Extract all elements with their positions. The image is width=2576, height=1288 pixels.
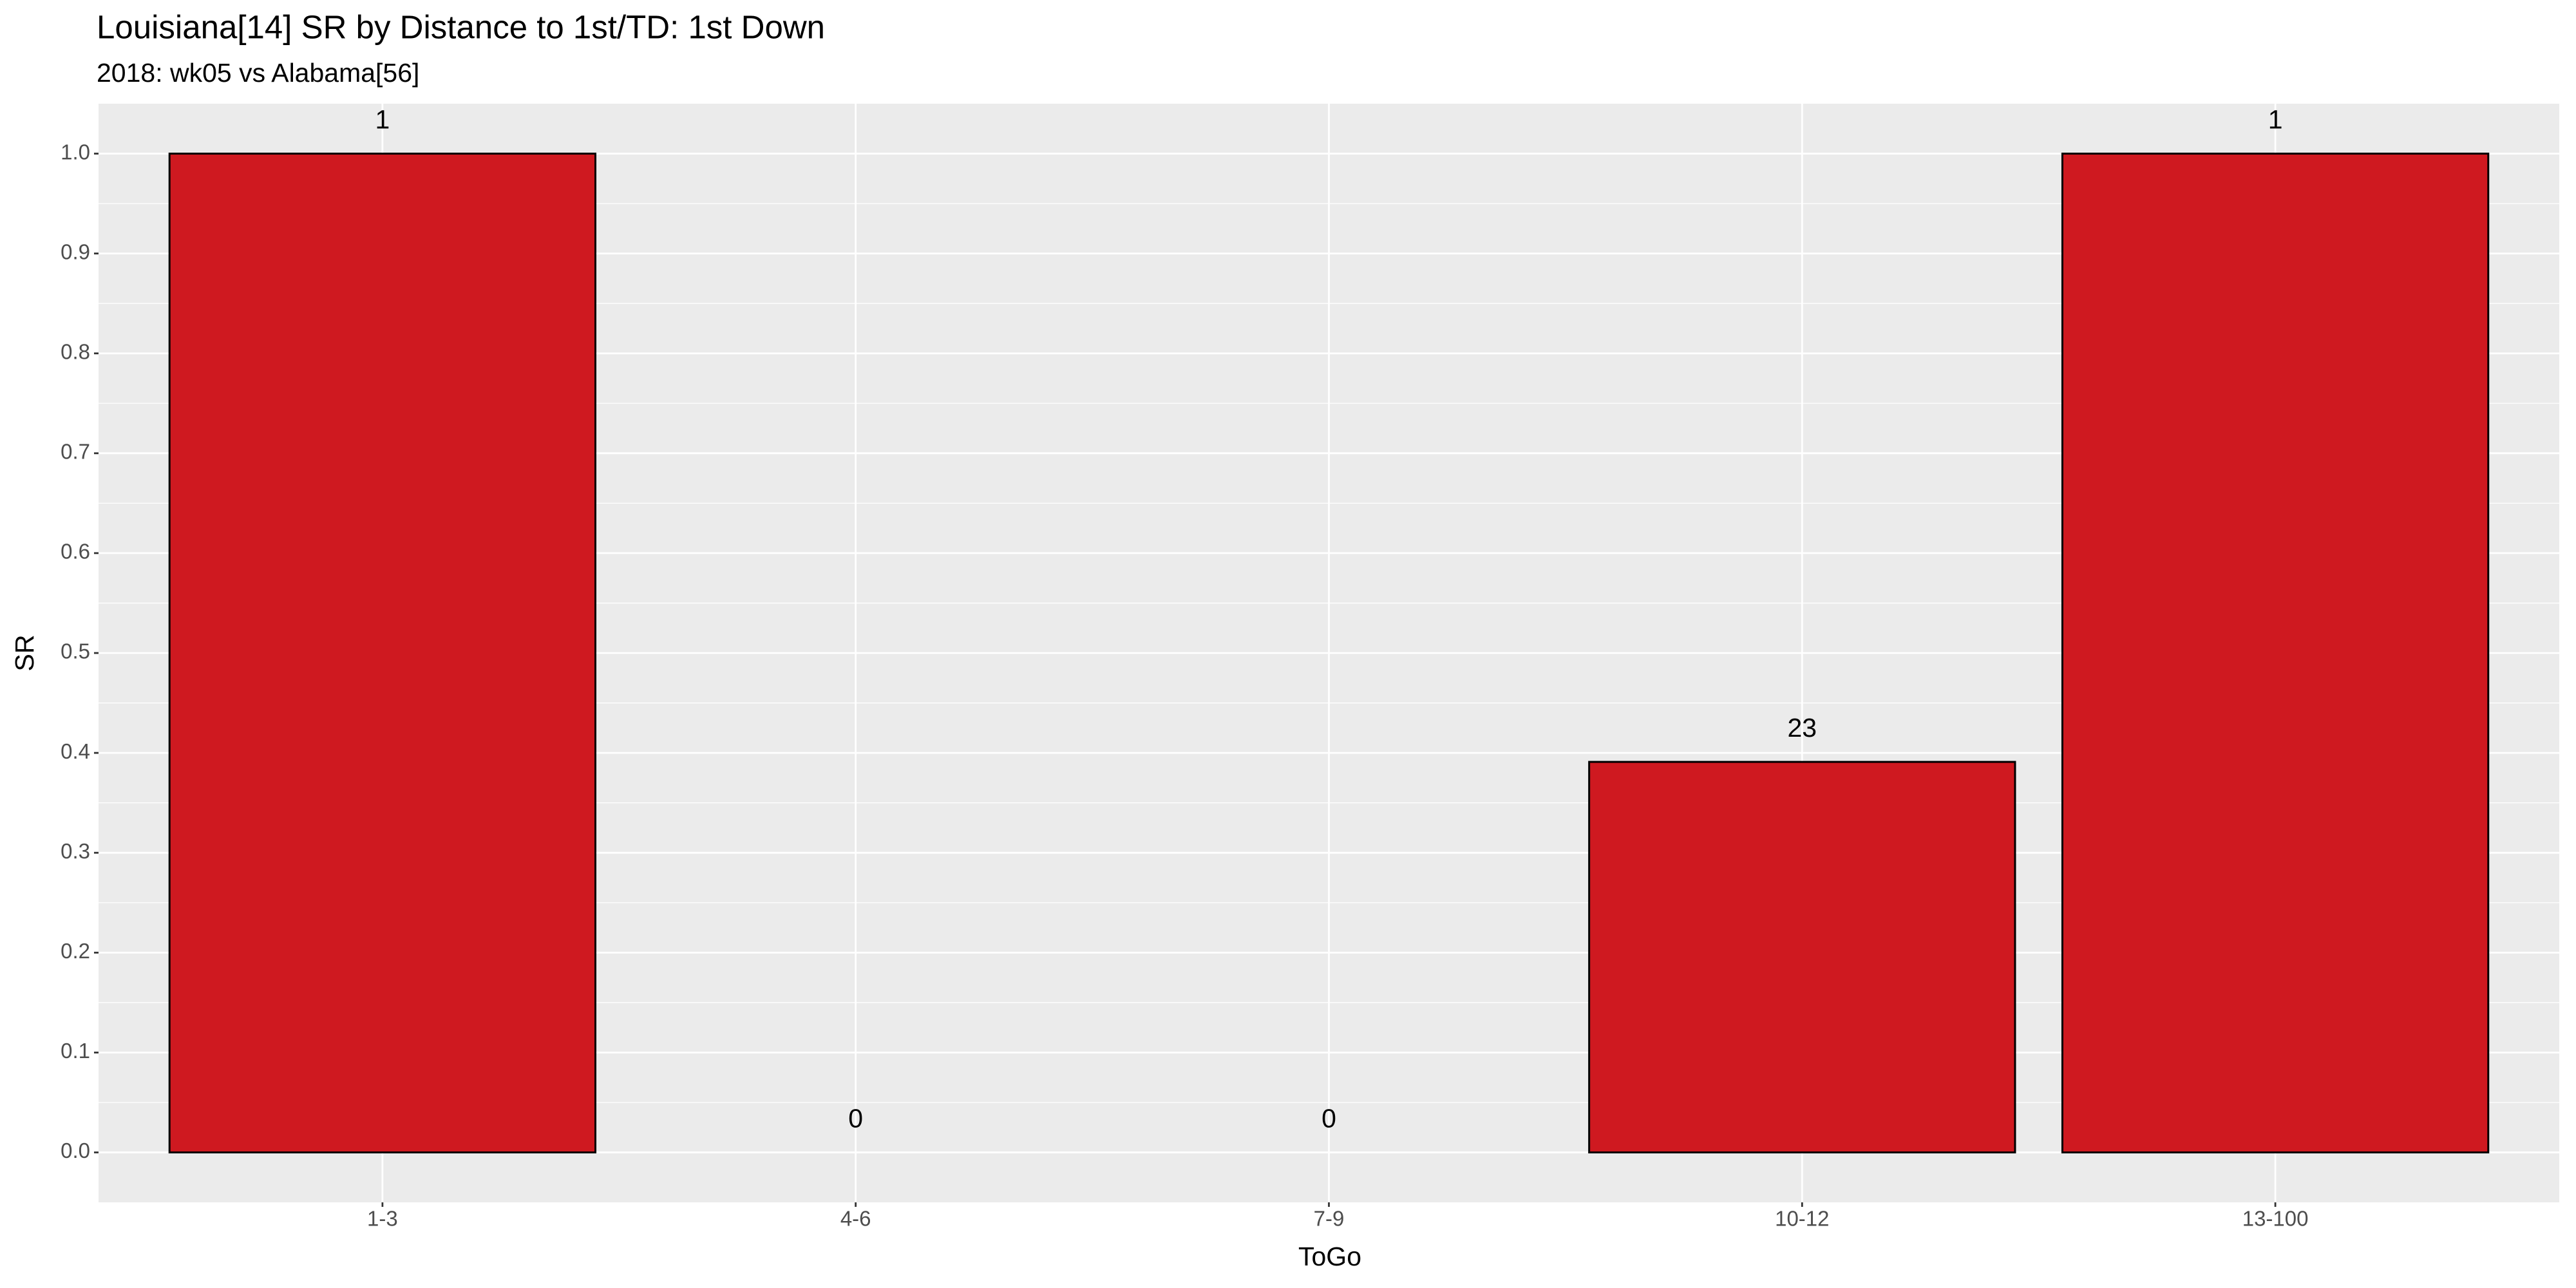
x-tick-label: 13-100 [2242,1207,2309,1231]
x-tick-label: 10-12 [1775,1207,1829,1231]
x-tick-label: 1-3 [367,1207,398,1231]
x-tick-label: 4-6 [840,1207,871,1231]
bar [168,153,597,1153]
y-tick-label: 0.3 [61,839,90,863]
y-axis-title: SR [10,635,39,672]
bar-count-label: 23 [1788,713,1817,743]
y-tick-label: 0.0 [61,1139,90,1162]
bar [2061,153,2490,1153]
x-axis-title: ToGo [1298,1242,1361,1271]
bar-count-label: 1 [2268,104,2283,134]
y-tick-label: 0.7 [61,440,90,464]
bar-count-label: 1 [375,104,390,134]
y-tick-label: 1.0 [61,140,90,164]
y-tick-label: 0.4 [61,739,90,763]
bar-count-label: 0 [848,1103,863,1133]
y-tick-label: 0.6 [61,540,90,564]
bar-count-label: 0 [1321,1103,1336,1133]
x-tick-label: 7-9 [1314,1207,1345,1231]
y-tick-label: 0.8 [61,339,90,363]
y-tick-label: 0.2 [61,939,90,963]
y-tick-label: 0.1 [61,1039,90,1063]
bar [1588,761,2016,1153]
chart-title: Louisiana[14] SR by Distance to 1st/TD: … [97,8,825,45]
y-tick-label: 0.5 [61,639,90,663]
y-tick-label: 0.9 [61,240,90,263]
chart-subtitle: 2018: wk05 vs Alabama[56] [97,58,419,88]
